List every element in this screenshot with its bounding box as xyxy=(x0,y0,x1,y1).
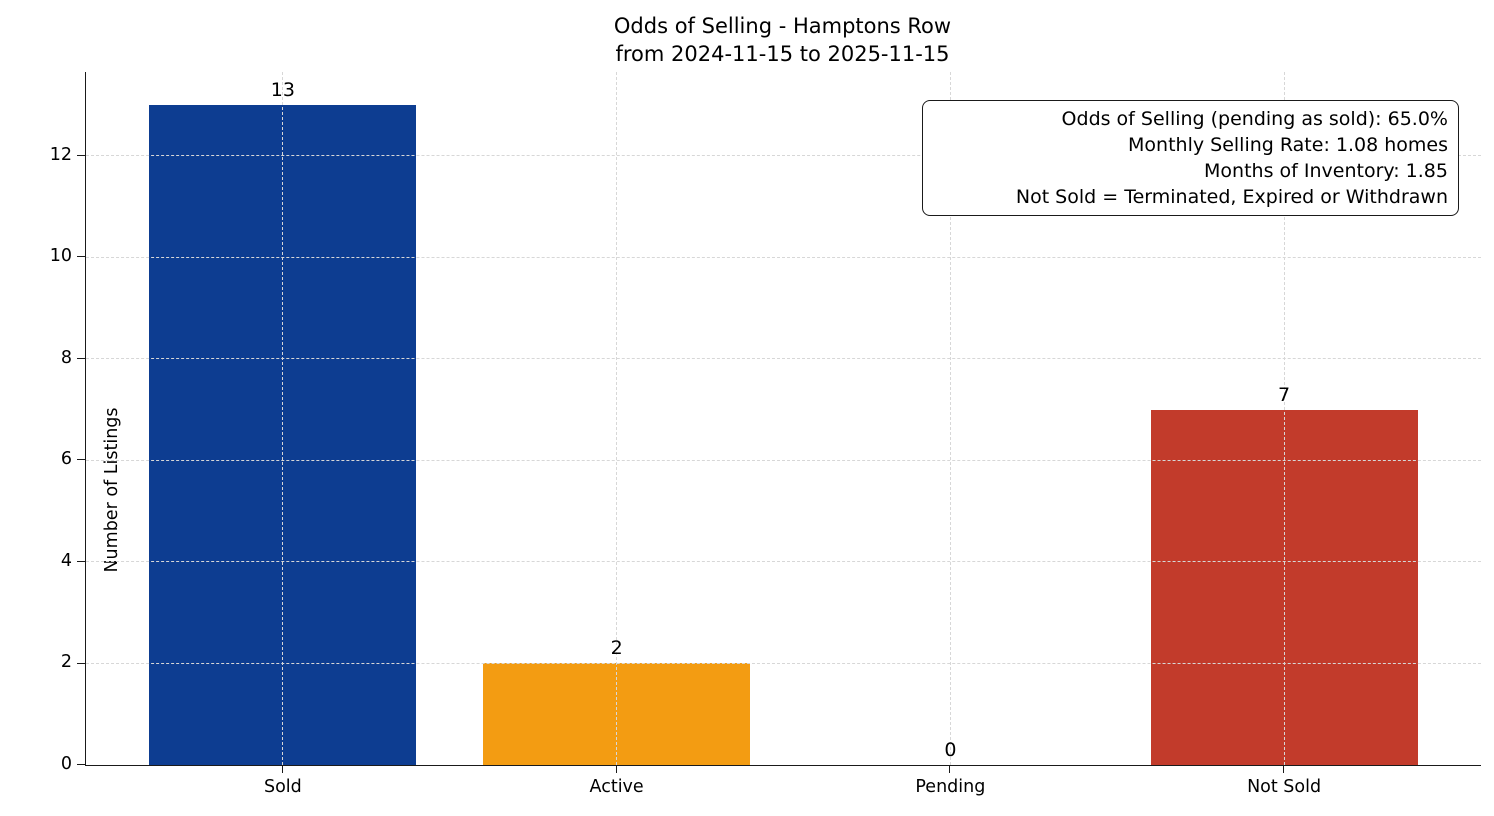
bar-value-label-not-sold: 7 xyxy=(1278,383,1291,406)
x-tick-mark xyxy=(949,765,951,773)
y-tick-label: 8 xyxy=(60,347,72,368)
vertical-gridline xyxy=(1283,72,1285,765)
y-tick-label: 10 xyxy=(49,246,72,267)
vertical-gridline xyxy=(616,72,618,765)
bar-value-label-active: 2 xyxy=(610,637,623,660)
chart-title-line-1: Odds of Selling - Hamptons Row xyxy=(613,14,952,38)
y-tick-label: 0 xyxy=(60,754,72,774)
annotation-monthly-selling-rate: Monthly Selling Rate: 1.08 homes xyxy=(1128,134,1448,156)
y-tick-mark xyxy=(76,154,85,156)
x-tick-label-active: Active xyxy=(589,777,644,797)
plot-area: Number of Listings 13 2 0 7 0 2 4 6 8 10 12 Sold Act… xyxy=(50,72,1481,797)
annotation-box: Odds of Selling (pending as sold): 65.0%… xyxy=(922,100,1459,216)
vertical-gridline xyxy=(282,72,284,765)
horizontal-gridline xyxy=(86,155,1481,157)
annotation-odds-of-selling: Odds of Selling (pending as sold): 65.0% xyxy=(1061,108,1448,130)
vertical-gridline xyxy=(949,72,951,765)
x-tick-label-sold: Sold xyxy=(263,777,302,797)
x-tick-mark xyxy=(615,765,617,773)
x-tick-label-not-sold: Not Sold xyxy=(1247,777,1322,797)
y-tick-label: 6 xyxy=(60,449,72,470)
x-tick-label-pending: Pending xyxy=(915,777,986,797)
x-tick-mark xyxy=(282,765,283,773)
horizontal-gridline xyxy=(86,358,1481,360)
annotation-not-sold-definition: Not Sold = Terminated, Expired or Withdr… xyxy=(1015,186,1448,208)
y-tick-label: 2 xyxy=(60,652,72,673)
annotation-months-of-inventory: Months of Inventory: 1.85 xyxy=(1204,160,1448,182)
horizontal-gridline xyxy=(86,459,1481,461)
y-tick-label: 12 xyxy=(49,144,72,165)
y-tick-mark xyxy=(76,256,85,258)
x-tick-mark xyxy=(1283,765,1285,773)
y-tick-mark xyxy=(76,662,85,664)
chart-title: Odds of Selling - Hamptons Row from 2024… xyxy=(85,12,1480,68)
horizontal-gridline xyxy=(86,256,1481,258)
y-tick-mark xyxy=(76,459,85,461)
horizontal-gridline xyxy=(86,561,1481,563)
chart-title-line-2: from 2024-11-15 to 2025-11-15 xyxy=(615,42,950,66)
bar-value-label-sold: 13 xyxy=(270,79,295,101)
y-tick-mark xyxy=(76,357,85,359)
y-tick-mark xyxy=(76,764,85,766)
y-tick-mark xyxy=(76,561,85,563)
y-tick-label: 4 xyxy=(60,550,72,571)
horizontal-gridline xyxy=(86,662,1481,664)
bar-value-label-pending: 0 xyxy=(944,739,957,761)
y-axis-label: Number of Listings xyxy=(102,407,122,573)
